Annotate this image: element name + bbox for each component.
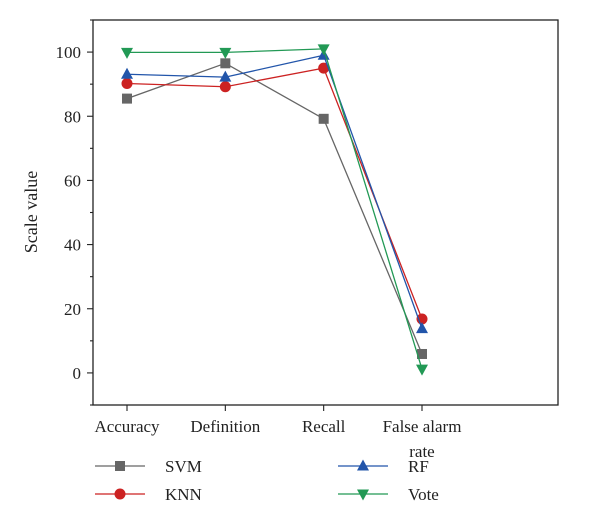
- legend-marker-svm: [115, 461, 125, 471]
- data-point-svm: [318, 113, 329, 124]
- y-tick-label: 0: [73, 364, 82, 383]
- data-point-rf: [121, 67, 133, 79]
- series-svm: [122, 58, 427, 359]
- series-line-svm: [126, 62, 423, 355]
- data-point-svm: [417, 348, 427, 359]
- y-tick-label: 60: [64, 171, 81, 190]
- legend-label: KNN: [165, 485, 202, 504]
- plot-frame: [92, 19, 559, 406]
- data-point-vote: [121, 47, 133, 59]
- series-line-vote: [127, 48, 423, 370]
- legend: SVM KNN RF Vote: [95, 457, 439, 504]
- y-tick-label: 80: [64, 107, 81, 126]
- data-point-vote: [317, 44, 330, 56]
- data-point-vote: [416, 364, 428, 376]
- legend-marker-rf: [357, 459, 369, 471]
- axes: 0 20 40 60 80 100 Accuracy Definition Recall Fals…: [56, 19, 559, 461]
- data-point-svm: [220, 58, 231, 69]
- legend-item-vote: Vote: [338, 485, 439, 504]
- legend-label: SVM: [165, 457, 202, 476]
- data-point-vote: [219, 47, 232, 59]
- y-tick-label: 100: [56, 43, 82, 62]
- y-tick-label: 40: [64, 236, 81, 255]
- legend-label: Vote: [408, 485, 439, 504]
- data-point-rf: [416, 322, 428, 334]
- x-tick-label: Accuracy: [94, 417, 160, 436]
- x-tick-label: Recall: [302, 417, 346, 436]
- data-point-knn: [121, 78, 133, 90]
- y-tick-label: 20: [64, 300, 81, 319]
- data-point-rf: [219, 70, 232, 82]
- legend-marker-vote: [357, 489, 369, 501]
- series-vote: [121, 44, 428, 376]
- legend-item-knn: KNN: [95, 485, 202, 504]
- series-line-knn: [126, 67, 423, 320]
- series-line-rf: [126, 54, 423, 329]
- legend-item-rf: RF: [338, 457, 429, 476]
- series-layer: [121, 44, 428, 376]
- data-point-knn: [219, 81, 231, 93]
- series-knn: [121, 62, 428, 325]
- legend-item-svm: SVM: [95, 457, 202, 476]
- x-tick-label: Definition: [190, 417, 260, 436]
- data-point-svm: [122, 93, 132, 104]
- y-axis-title: Scale value: [21, 171, 41, 253]
- legend-label: RF: [408, 457, 429, 476]
- legend-marker-knn: [114, 488, 126, 500]
- data-point-knn: [318, 62, 330, 74]
- x-tick-label: False alarm rate: [383, 417, 462, 461]
